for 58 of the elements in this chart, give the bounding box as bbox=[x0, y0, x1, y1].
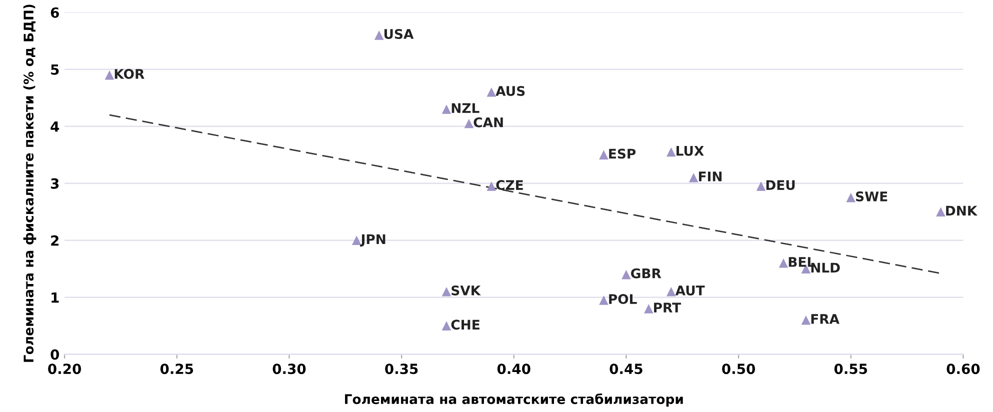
annotation: CAN bbox=[474, 117, 503, 128]
x-tick-label: 0.30 bbox=[272, 364, 306, 374]
point bbox=[599, 296, 608, 305]
x-tick-label: 0.40 bbox=[497, 364, 530, 374]
annotation: POL bbox=[609, 294, 637, 304]
x-tick-label: 0.50 bbox=[722, 364, 756, 374]
point bbox=[442, 321, 452, 330]
point bbox=[464, 118, 474, 128]
x-axis-title: Големината на автоматските стабилизатори bbox=[345, 393, 683, 407]
annotation: DNK bbox=[946, 206, 978, 216]
x-tick-label: 0.45 bbox=[610, 364, 642, 374]
annotation: AUS bbox=[496, 86, 525, 96]
annotation: FRA bbox=[811, 314, 840, 324]
point bbox=[688, 172, 698, 182]
point bbox=[666, 286, 676, 296]
point bbox=[644, 304, 654, 314]
annotation: CZE bbox=[496, 180, 523, 190]
annotation: GBR bbox=[631, 268, 662, 278]
point bbox=[599, 150, 608, 160]
y-tick-label: 1 bbox=[52, 292, 59, 303]
point bbox=[486, 87, 496, 97]
point bbox=[666, 147, 676, 157]
annotation: USA bbox=[384, 29, 414, 39]
annotation: SVK bbox=[452, 285, 481, 296]
annotation: ESP bbox=[609, 148, 636, 159]
annotation: FIN bbox=[698, 172, 722, 182]
annotation: LUX bbox=[676, 146, 704, 156]
point bbox=[374, 30, 384, 40]
x-tick-label: 0.55 bbox=[834, 364, 868, 374]
annotation: AUT bbox=[675, 286, 705, 296]
y-axis-title: Големината на фискалните пакети (% од БДП) bbox=[23, 4, 36, 362]
point bbox=[622, 270, 631, 280]
point bbox=[936, 207, 946, 216]
x-tick-label: 0.25 bbox=[160, 364, 194, 374]
x-tick-label: 0.35 bbox=[385, 364, 418, 374]
point bbox=[778, 258, 788, 268]
annotation: CHE bbox=[451, 320, 480, 330]
annotation: DEU bbox=[766, 180, 795, 190]
point bbox=[442, 286, 452, 296]
point bbox=[846, 192, 856, 202]
annotation: NZL bbox=[452, 103, 480, 113]
y-tick-label: 2 bbox=[51, 235, 58, 246]
annotation: JPN bbox=[360, 234, 386, 247]
point bbox=[442, 104, 452, 114]
point bbox=[801, 315, 811, 325]
annotation: SWE bbox=[856, 191, 888, 202]
point bbox=[486, 182, 496, 191]
annotation: KOR bbox=[114, 68, 144, 79]
point bbox=[756, 182, 766, 191]
y-tick-label: 4 bbox=[50, 121, 60, 132]
x-tick-label: 0.20 bbox=[48, 364, 82, 374]
y-tick-label: 6 bbox=[50, 7, 59, 18]
x-tick-label: 0.60 bbox=[946, 364, 980, 374]
y-tick-label: 3 bbox=[50, 178, 59, 189]
annotation: PRT bbox=[654, 302, 682, 312]
point bbox=[104, 70, 114, 80]
y-tick-label: 0 bbox=[50, 349, 60, 360]
y-tick-label: 5 bbox=[51, 64, 59, 75]
